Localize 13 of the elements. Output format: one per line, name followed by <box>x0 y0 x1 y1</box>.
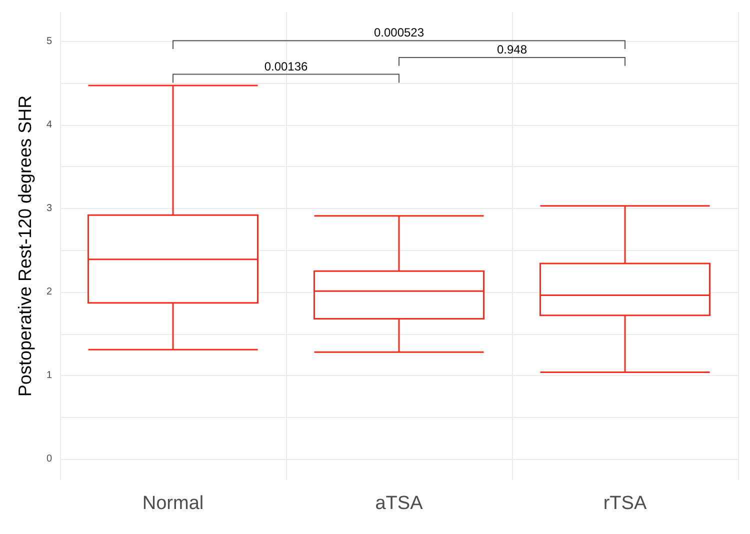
annotation: 0.00136 <box>264 59 308 74</box>
x-tick-label: rTSA <box>603 493 647 514</box>
y-tick-label: 4 <box>46 119 52 130</box>
x-tick-label: Normal <box>142 493 204 514</box>
x-tick-label: aTSA <box>375 493 424 514</box>
y-tick-label: 2 <box>46 286 52 298</box>
annotation: 0.948 <box>496 42 528 56</box>
y-tick-label: 5 <box>46 36 52 47</box>
y-tick-label: 0 <box>46 454 52 465</box>
y-tick-label: 1 <box>46 370 52 382</box>
y-tick-label: 3 <box>46 202 52 214</box>
annotation: 0.000523 <box>374 26 424 40</box>
y-axis-title: Postoperative Rest-120 degrees SHR <box>15 95 35 397</box>
